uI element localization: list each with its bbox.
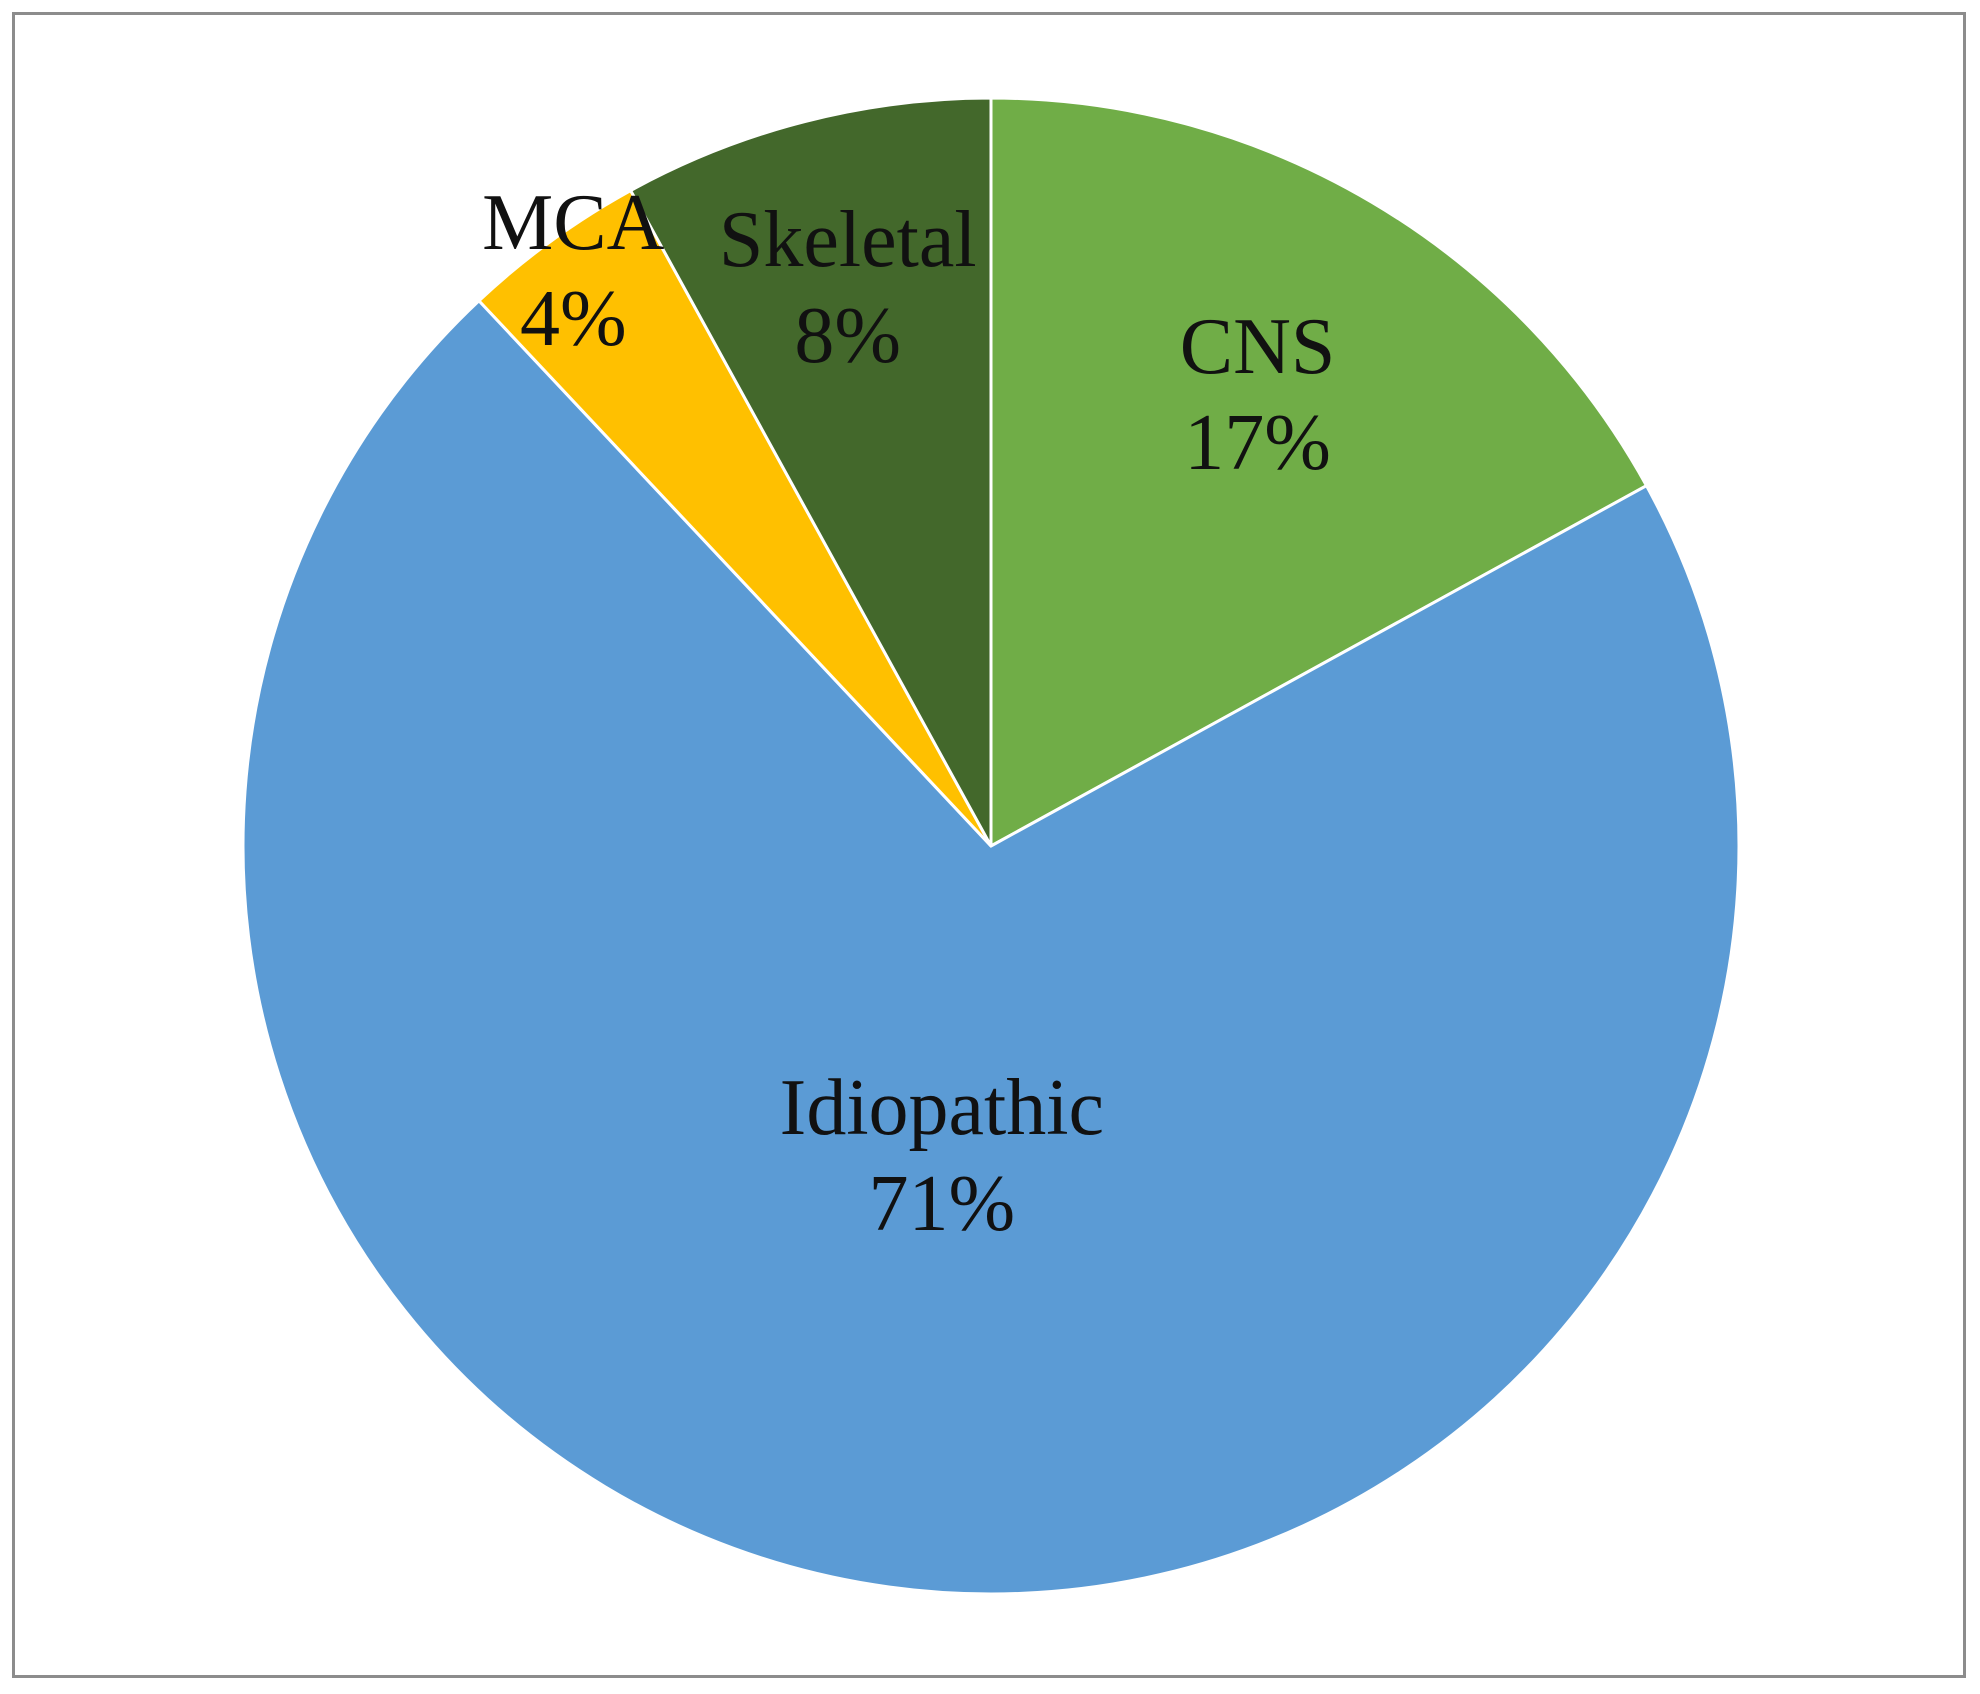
pie-slice <box>241 298 1741 1596</box>
value-label: 17% <box>1184 399 1331 488</box>
category-label: MCA <box>482 179 665 268</box>
slice-label: Skeletal 8% <box>678 192 1018 384</box>
frame <box>12 12 1966 1678</box>
category-label: CNS <box>1179 303 1336 392</box>
category-label: Idiopathic <box>779 1064 1105 1153</box>
pie-slice <box>989 96 1649 849</box>
value-label: 4% <box>519 275 627 364</box>
slice-label: Idiopathic 71% <box>772 1060 1112 1252</box>
pie-slice <box>628 96 993 847</box>
category-label: Skeletal <box>718 196 977 285</box>
slice-label: MCA 4% <box>403 175 743 367</box>
value-label: 71% <box>868 1160 1016 1249</box>
pie-slice <box>476 188 993 848</box>
slice-label: CNS 17% <box>1088 299 1428 491</box>
value-label: 8% <box>794 292 902 381</box>
